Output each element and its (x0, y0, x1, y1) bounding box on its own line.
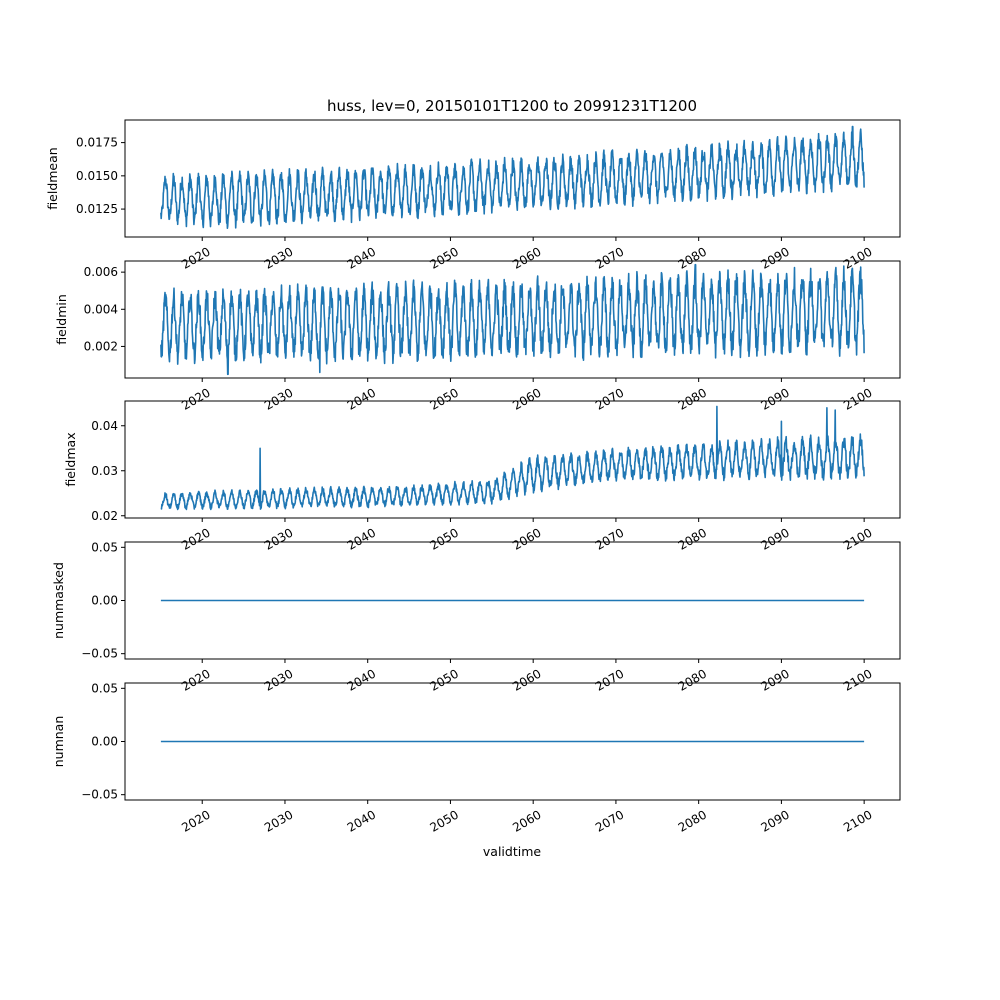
x-tick-label: 2020 (179, 385, 212, 412)
x-tick-label: 2100 (841, 807, 874, 834)
plot-frame (124, 119, 901, 238)
y-tick-label: 0.02 (91, 509, 118, 523)
x-tick-label: 2050 (427, 666, 460, 693)
y-axis-label: fieldmin (54, 294, 69, 345)
x-tick-label: 2090 (758, 244, 791, 271)
panel-nummasked: −0.05 0.00 0.05 2020 2030 2040 2050 2060 2070 208… (51, 540, 901, 694)
x-tick-label: 2030 (262, 525, 295, 552)
y-tick-label: 0.05 (91, 681, 118, 695)
x-tick-label: 2040 (345, 385, 378, 412)
x-tick-label: 2040 (345, 807, 378, 834)
x-tick-label: 2080 (676, 244, 709, 271)
y-tick-label: 0.00 (91, 594, 118, 608)
x-tick-label: 2040 (345, 666, 378, 693)
x-tick-label: 2060 (510, 244, 543, 271)
panel-fieldmin: 0.002 0.004 0.006 2020 2030 2040 2050 2060 2070 2… (54, 260, 901, 413)
x-tick-label: 2100 (841, 244, 874, 271)
x-tick-label: 2060 (510, 525, 543, 552)
x-tick-label: 2080 (676, 525, 709, 552)
y-tick-label: −0.05 (81, 647, 118, 661)
y-tick-label: 0.0125 (76, 202, 118, 216)
x-tick-label: 2090 (758, 666, 791, 693)
series-line-fieldmax (160, 405, 865, 511)
plot-frame (124, 400, 901, 519)
y-axis-label: fieldmax (63, 432, 78, 486)
x-tick-label: 2100 (841, 666, 874, 693)
x-tick-label: 2050 (427, 807, 460, 834)
x-tick-label: 2070 (593, 525, 626, 552)
y-tick-label: 0.0175 (76, 136, 118, 150)
x-tick-label: 2070 (593, 666, 626, 693)
x-tick-label: 2100 (841, 385, 874, 412)
y-tick-label: 0.05 (91, 540, 118, 554)
x-tick-label: 2060 (510, 807, 543, 834)
panel-fieldmax: 0.02 0.03 0.04 2020 2030 2040 2050 2060 2070 2080… (63, 400, 901, 553)
y-axis-label: numnan (51, 716, 66, 768)
x-tick-label: 2080 (676, 807, 709, 834)
y-tick-label: 0.004 (84, 302, 118, 316)
x-tick-label: 2040 (345, 244, 378, 271)
x-axis-label: validtime (483, 844, 541, 859)
x-tick-label: 2020 (179, 525, 212, 552)
x-tick-label: 2090 (758, 525, 791, 552)
x-tick-label: 2090 (758, 807, 791, 834)
panel-fieldmean: 0.0125 0.0150 0.0175 2020 2030 2040 2050 2060 20… (45, 119, 901, 272)
plot-frame (124, 260, 901, 379)
x-tick-label: 2060 (510, 385, 543, 412)
x-tick-label: 2050 (427, 244, 460, 271)
y-axis-label: nummasked (51, 562, 66, 639)
y-tick-label: 0.00 (91, 735, 118, 749)
x-tick-label: 2050 (427, 385, 460, 412)
x-tick-label: 2030 (262, 807, 295, 834)
figure-title: huss, lev=0, 20150101T1200 to 20991231T1… (327, 97, 697, 115)
y-tick-label: 0.04 (91, 419, 118, 433)
x-tick-label: 2080 (676, 385, 709, 412)
y-tick-label: −0.05 (81, 788, 118, 802)
y-tick-label: 0.002 (84, 339, 118, 353)
y-tick-label: 0.0150 (76, 169, 118, 183)
y-tick-label: 0.006 (84, 265, 118, 279)
panel-numnan: −0.05 0.00 0.05 2020 2030 2040 2050 2060 2070 208… (51, 681, 901, 835)
x-tick-label: 2020 (179, 666, 212, 693)
x-tick-label: 2030 (262, 385, 295, 412)
x-tick-label: 2080 (676, 666, 709, 693)
series-line-fieldmean (160, 125, 865, 229)
y-axis-label: fieldmean (45, 147, 60, 209)
series-line-fieldmin (160, 263, 865, 376)
x-tick-label: 2100 (841, 525, 874, 552)
x-tick-label: 2070 (593, 244, 626, 271)
x-tick-label: 2070 (593, 385, 626, 412)
x-tick-label: 2040 (345, 525, 378, 552)
x-tick-label: 2070 (593, 807, 626, 834)
x-tick-label: 2060 (510, 666, 543, 693)
x-tick-label: 2090 (758, 385, 791, 412)
x-tick-label: 2020 (179, 244, 212, 271)
y-tick-label: 0.03 (91, 464, 118, 478)
x-tick-label: 2050 (427, 525, 460, 552)
x-tick-label: 2020 (179, 807, 212, 834)
x-tick-label: 2030 (262, 666, 295, 693)
x-tick-label: 2030 (262, 244, 295, 271)
